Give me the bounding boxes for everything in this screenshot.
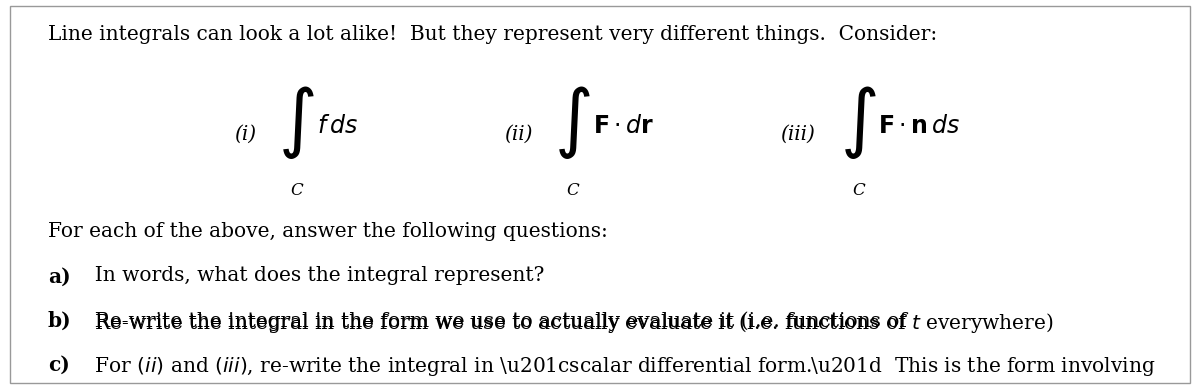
Text: $\mathbf{F} \cdot \mathbf{n}\,ds$: $\mathbf{F} \cdot \mathbf{n}\,ds$ [878, 115, 961, 138]
Text: C: C [290, 182, 304, 199]
Text: Re-write the integral in the form we use to actually evaluate it (i.e. functions: Re-write the integral in the form we use… [82, 311, 913, 331]
Text: b): b) [48, 311, 72, 331]
Text: $\mathbf{F} \cdot d\mathbf{r}$: $\mathbf{F} \cdot d\mathbf{r}$ [593, 115, 654, 138]
Text: (i): (i) [234, 125, 256, 144]
Text: C: C [852, 182, 865, 199]
Text: $\int$: $\int$ [278, 84, 314, 161]
Text: a): a) [48, 266, 71, 286]
Text: C: C [566, 182, 580, 199]
Text: (iii): (iii) [780, 125, 815, 144]
Text: c): c) [48, 355, 70, 375]
Text: In words, what does the integral represent?: In words, what does the integral represe… [82, 266, 544, 286]
Text: For each of the above, answer the following questions:: For each of the above, answer the follow… [48, 222, 608, 241]
Text: Line integrals can look a lot alike!  But they represent very different things. : Line integrals can look a lot alike! But… [48, 25, 937, 44]
Text: For $(ii)$ and $(iii)$, re-write the integral in \u201cscalar differential form.: For $(ii)$ and $(iii)$, re-write the int… [82, 355, 1154, 378]
Text: $\int$: $\int$ [554, 84, 590, 161]
Text: Re-write the integral in the form we use to actually evaluate it (i.e. functions: Re-write the integral in the form we use… [82, 311, 1054, 335]
Text: (ii): (ii) [504, 125, 533, 144]
Text: $f\,ds$: $f\,ds$ [317, 115, 358, 138]
Text: $\int$: $\int$ [840, 84, 876, 161]
